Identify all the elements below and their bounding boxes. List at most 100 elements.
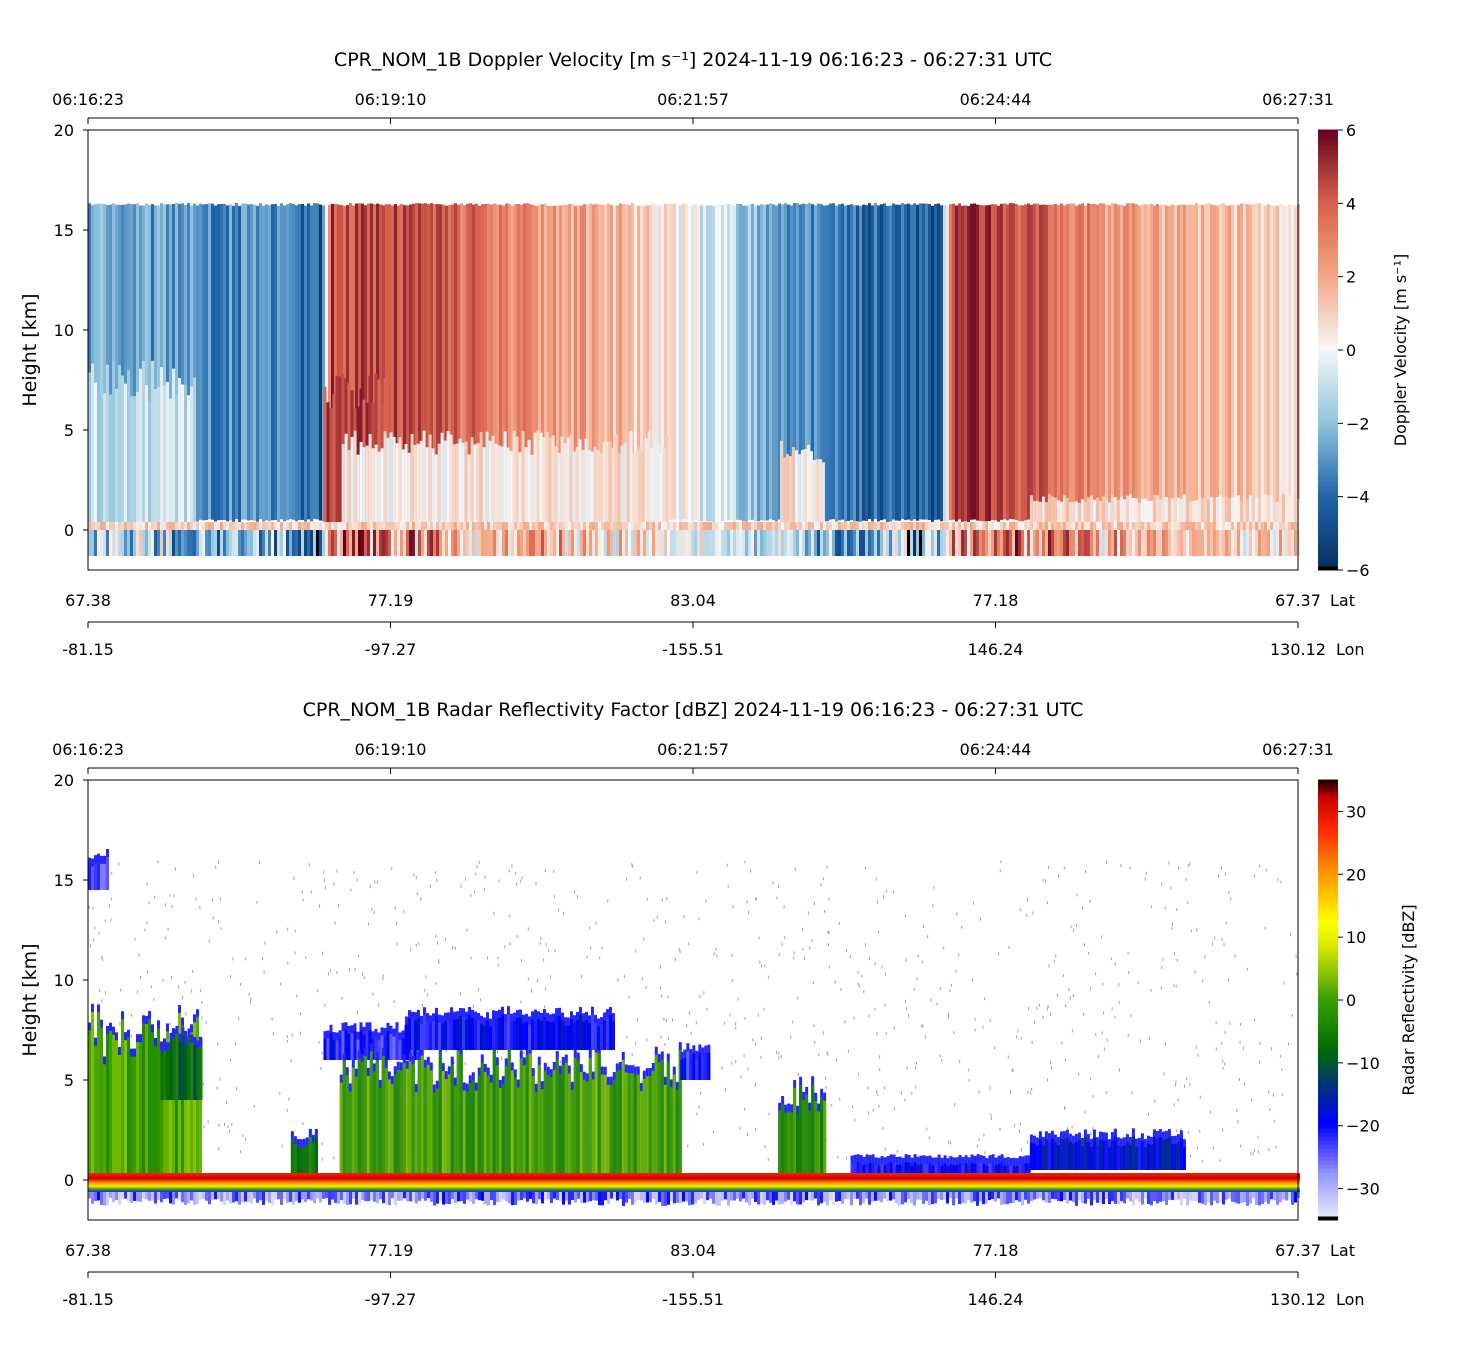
surface-cell xyxy=(724,1173,727,1192)
velocity-cell xyxy=(466,203,469,520)
velocity-region-cell xyxy=(1251,494,1255,522)
noise-pixel xyxy=(1212,1146,1214,1150)
cloud-cell xyxy=(542,1016,546,1050)
velocity-near-surface-cell xyxy=(136,522,139,530)
velocity-surface-cell xyxy=(760,530,763,556)
velocity-near-surface-cell xyxy=(580,522,583,530)
velocity-surface-cell xyxy=(511,530,514,556)
velocity-near-surface-cell xyxy=(577,522,580,530)
velocity-near-surface-cell xyxy=(541,522,544,530)
velocity-cell xyxy=(907,203,910,520)
cloud-cell xyxy=(103,863,106,890)
velocity-near-surface-cell xyxy=(835,522,838,530)
subsurface-cell xyxy=(940,1192,943,1200)
velocity-surface-cell xyxy=(913,530,916,556)
velocity-surface-cell xyxy=(973,530,976,556)
noise-pixel xyxy=(772,881,774,885)
velocity-surface-cell xyxy=(793,530,796,556)
cloud-cell xyxy=(458,1016,462,1050)
noise-pixel xyxy=(1246,967,1248,971)
velocity-cell xyxy=(763,204,766,521)
velocity-cell xyxy=(181,203,184,520)
noise-pixel xyxy=(308,863,310,867)
velocity-surface-cell xyxy=(643,530,646,556)
velocity-region-cell xyxy=(398,437,402,522)
cloud-cell xyxy=(371,1039,375,1060)
cloud-cell xyxy=(411,1063,415,1174)
colorbar-swatch xyxy=(1318,1055,1338,1061)
noise-pixel xyxy=(950,1141,952,1145)
noise-pixel xyxy=(1103,1047,1105,1051)
velocity-surface-cell xyxy=(958,530,961,556)
velocity-region-cell xyxy=(127,370,130,522)
cloud-cell xyxy=(692,1053,696,1080)
noise-pixel xyxy=(737,997,739,1001)
noise-pixel xyxy=(1129,866,1131,870)
cloud-cell xyxy=(296,1147,300,1174)
subsurface-cell xyxy=(91,1192,94,1204)
noise-pixel xyxy=(1053,959,1055,963)
noise-pixel xyxy=(755,1083,757,1087)
subsurface-cell xyxy=(673,1192,676,1204)
surface-cell xyxy=(772,1173,775,1192)
colorbar-swatch xyxy=(1318,907,1338,913)
velocity-surface-cell xyxy=(964,530,967,556)
y-tick-label: 15 xyxy=(54,221,74,240)
surface-cell xyxy=(466,1173,469,1192)
velocity-near-surface-cell xyxy=(118,522,121,530)
velocity-cell xyxy=(526,203,529,520)
velocity-near-surface-cell xyxy=(820,522,823,530)
velocity-surface-cell xyxy=(946,530,949,556)
velocity-near-surface-cell xyxy=(895,522,898,530)
colorbar-swatch xyxy=(1318,1191,1338,1197)
subsurface-cell xyxy=(1135,1192,1138,1200)
noise-pixel xyxy=(1295,954,1297,958)
cloud-cell xyxy=(1074,1141,1078,1170)
velocity-near-surface-cell xyxy=(400,522,403,530)
velocity-region-cell xyxy=(419,440,423,522)
subsurface-cell xyxy=(1201,1192,1204,1204)
velocity-region-cell xyxy=(377,379,381,522)
velocity-cell xyxy=(733,205,736,522)
velocity-region-cell xyxy=(1233,497,1237,522)
surface-cell xyxy=(250,1173,253,1192)
noise-pixel xyxy=(1064,1059,1066,1063)
velocity-surface-cell xyxy=(253,530,256,556)
velocity-cell xyxy=(445,205,448,522)
noise-pixel xyxy=(759,960,761,964)
cloud-cell xyxy=(178,1041,182,1100)
velocity-region-cell xyxy=(353,430,357,522)
cloud-cell xyxy=(363,1055,367,1174)
surface-cell xyxy=(1018,1173,1021,1192)
noise-pixel xyxy=(747,1067,749,1071)
noise-pixel xyxy=(576,894,578,898)
surface-cell xyxy=(133,1173,136,1192)
velocity-cell xyxy=(145,203,148,520)
noise-pixel xyxy=(665,920,667,924)
velocity-cell xyxy=(370,203,373,520)
velocity-near-surface-cell xyxy=(982,522,985,530)
colorbar-swatch xyxy=(1318,381,1338,387)
cloud-cell xyxy=(636,1074,640,1174)
noise-pixel xyxy=(1230,897,1232,901)
velocity-cell xyxy=(949,204,952,521)
velocity-near-surface-cell xyxy=(670,522,673,530)
cloud-cell xyxy=(450,1064,454,1174)
subsurface-cell xyxy=(1144,1192,1147,1199)
velocity-region-cell xyxy=(1260,494,1264,522)
subsurface-cell xyxy=(1285,1192,1288,1201)
velocity-cell xyxy=(367,203,370,520)
velocity-near-surface-cell xyxy=(901,522,904,530)
noise-pixel xyxy=(949,988,951,992)
cloud-cell xyxy=(444,1079,448,1174)
subsurface-cell xyxy=(898,1192,901,1206)
velocity-near-surface-cell xyxy=(493,522,496,530)
velocity-region-cell xyxy=(356,454,360,522)
surface-cell xyxy=(319,1173,322,1192)
cloud-cell xyxy=(515,1017,519,1050)
velocity-surface-cell xyxy=(835,530,838,556)
subsurface-cell xyxy=(520,1192,523,1201)
velocity-surface-cell xyxy=(640,530,643,556)
cloud-cell xyxy=(305,1145,309,1174)
